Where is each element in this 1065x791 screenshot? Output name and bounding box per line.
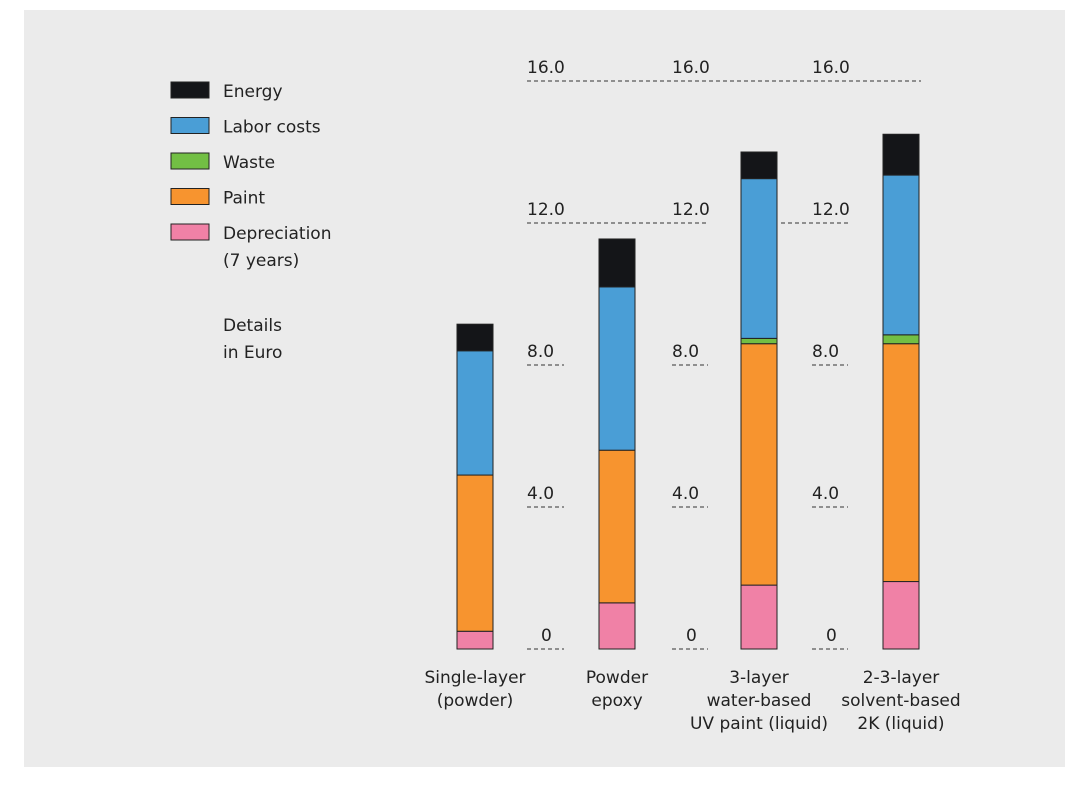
- bar-2-3-layer-solvent-based-2k-liquid-labor-costs: [882, 174, 920, 336]
- bar-3-layer-water-based-uv-paint-liquid-depreciation: [740, 584, 778, 650]
- category-label-0-0: Single-layer: [424, 668, 525, 688]
- tick-labels: 0 0 0 4.0 4.0 4.0 8.0 8.0 8.0 12.0 12.0 12.0 16.0 16.…: [527, 58, 850, 646]
- legend-swatch-energy: [170, 81, 210, 99]
- tick-label-12-0-2: 12.0: [812, 200, 850, 220]
- bar-powder-epoxy-energy: [598, 238, 636, 288]
- category-label-2-0: 3-layer: [729, 668, 789, 688]
- category-label-3-0: 2-3-layer: [863, 668, 940, 688]
- category-label-3-2: 2K (liquid): [857, 714, 944, 734]
- tick-label-16-0-0: 16.0: [527, 58, 565, 78]
- tick-label-0-2: 0: [826, 626, 837, 646]
- legend-label-labor-costs: Labor costs: [223, 118, 321, 138]
- tick-label-16-0-2: 16.0: [812, 58, 850, 78]
- unit-note: Details in Euro: [223, 316, 282, 363]
- bar-3-layer-water-based-uv-paint-liquid-waste: [740, 337, 778, 345]
- stacked-bar-chart: Energy Labor costs Waste Paint Depreciation (…: [170, 58, 961, 734]
- category-label-2-1: water-based: [707, 691, 812, 711]
- tick-label-8-0-2: 8.0: [812, 342, 839, 362]
- tick-label-8-0-1: 8.0: [672, 342, 699, 362]
- tick-label-4-0-0: 4.0: [527, 484, 554, 504]
- legend-swatch-waste: [170, 152, 210, 170]
- chart-panel: Energy Labor costs Waste Paint Depreciation (…: [24, 10, 1065, 767]
- bar-single-layer-powder-depreciation: [456, 630, 494, 650]
- tick-label-12-0-0: 12.0: [527, 200, 565, 220]
- legend-swatch-paint: [170, 188, 210, 205]
- bar-3-layer-water-based-uv-paint-liquid-paint: [740, 343, 778, 586]
- bar-2-3-layer-solvent-based-2k-liquid-depreciation: [882, 581, 920, 650]
- bar-single-layer-powder-labor-costs: [456, 350, 494, 476]
- legend-swatch-labor-costs: [170, 117, 210, 134]
- tick-label-0-0: 0: [541, 626, 552, 646]
- legend-label-waste: Waste: [223, 153, 275, 173]
- bar-2-3-layer-solvent-based-2k-liquid-energy: [882, 133, 920, 176]
- bar-3-layer-water-based-uv-paint-liquid-labor-costs: [740, 178, 778, 339]
- category-label-1-0: Powder: [586, 668, 648, 688]
- category-label-0-1: (powder): [437, 691, 514, 711]
- unit-note-line-1: in Euro: [223, 343, 282, 363]
- bars: [456, 133, 920, 650]
- legend: Energy Labor costs Waste Paint Depreciation (…: [170, 81, 331, 271]
- bar-powder-epoxy-depreciation: [598, 602, 636, 650]
- tick-label-12-0-1: 12.0: [672, 200, 710, 220]
- bar-3-layer-water-based-uv-paint-liquid-energy: [740, 151, 778, 180]
- tick-label-4-0-1: 4.0: [672, 484, 699, 504]
- tick-label-16-0-1: 16.0: [672, 58, 710, 78]
- legend-label-depreciation-1: (7 years): [223, 251, 299, 271]
- legend-swatch-depreciation: [170, 223, 210, 241]
- category-labels: Single-layer (powder) Powder epoxy 3-layer wa…: [424, 668, 960, 734]
- bar-2-3-layer-solvent-based-2k-liquid-paint: [882, 343, 920, 583]
- legend-label-paint: Paint: [223, 189, 265, 209]
- category-label-1-1: epoxy: [591, 691, 642, 711]
- category-label-2-2: UV paint (liquid): [690, 714, 828, 734]
- legend-label-energy: Energy: [223, 82, 283, 102]
- tick-label-8-0-0: 8.0: [527, 342, 554, 362]
- bar-single-layer-powder-paint: [456, 474, 494, 632]
- legend-label-depreciation: Depreciation: [223, 224, 331, 244]
- tick-label-4-0-2: 4.0: [812, 484, 839, 504]
- bar-single-layer-powder-energy: [456, 323, 494, 352]
- bar-2-3-layer-solvent-based-2k-liquid-waste: [882, 334, 920, 345]
- gridlines: [527, 80, 921, 650]
- tick-label-0-1: 0: [686, 626, 697, 646]
- category-label-3-1: solvent-based: [841, 691, 960, 711]
- bar-powder-epoxy-labor-costs: [598, 286, 636, 451]
- unit-note-line-0: Details: [223, 316, 282, 336]
- bar-powder-epoxy-paint: [598, 449, 636, 604]
